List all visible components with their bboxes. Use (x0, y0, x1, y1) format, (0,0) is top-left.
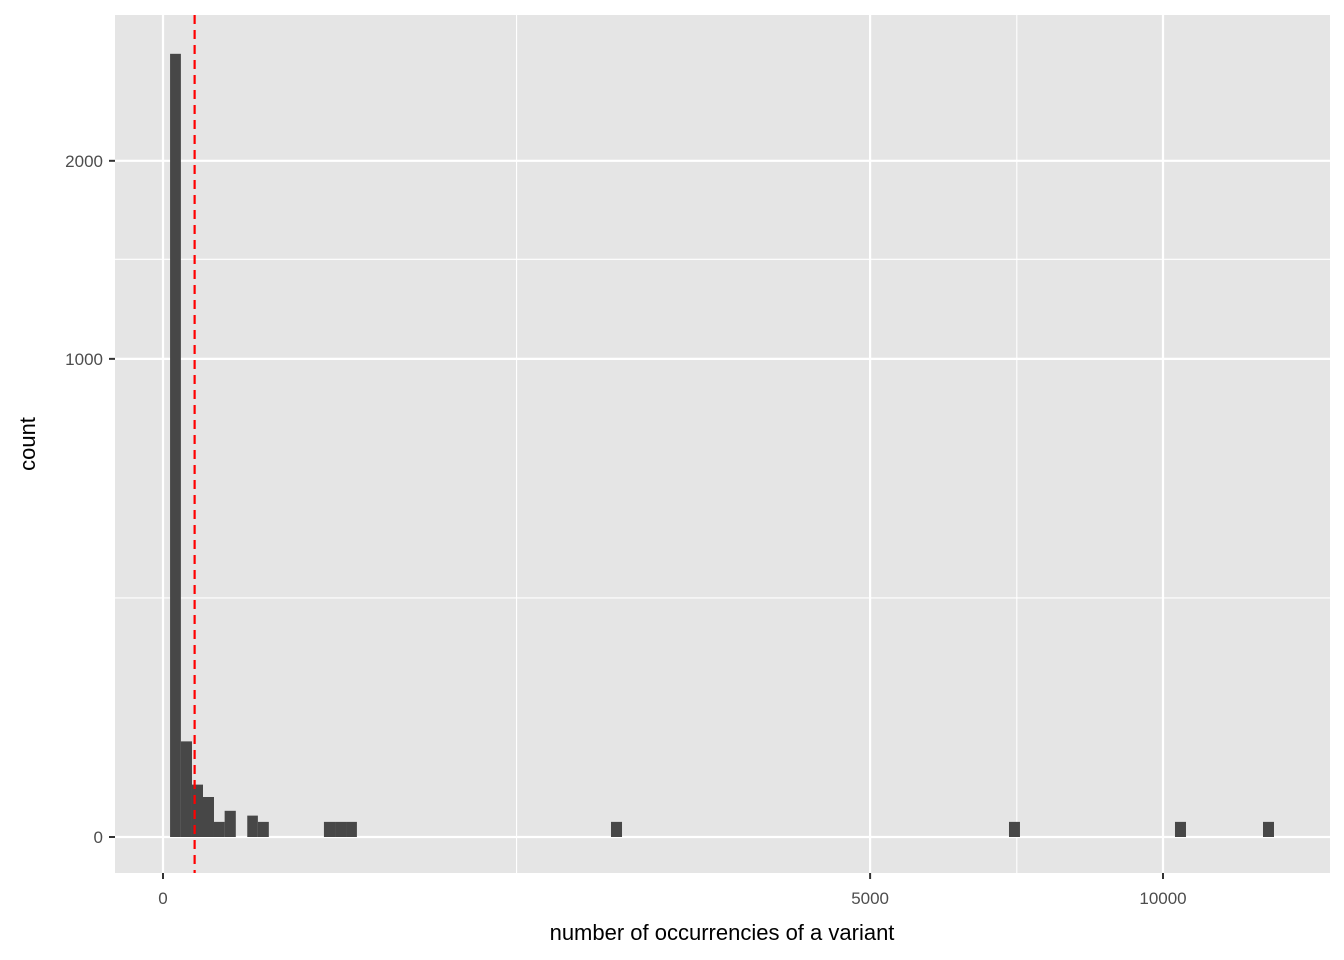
x-tick-label: 0 (158, 889, 167, 908)
histogram-bar (323, 821, 336, 837)
histogram-bar (247, 815, 258, 837)
bars (170, 53, 1274, 837)
histogram-bar (1174, 821, 1186, 837)
y-tick-label: 2000 (65, 152, 103, 171)
x-axis-title: number of occurrencies of a variant (550, 920, 895, 945)
histogram-bar (170, 53, 181, 837)
histogram-bar (257, 821, 269, 837)
x-axis: 0 5000 10000 (158, 873, 1187, 908)
x-tick-label: 10000 (1139, 889, 1186, 908)
plot-panel (115, 15, 1330, 873)
minor-grid (115, 15, 1330, 873)
y-tick-label: 1000 (65, 350, 103, 369)
histogram-bar (610, 821, 623, 837)
histogram-bar (335, 821, 347, 837)
histogram-bar (213, 821, 225, 837)
histogram-bar (191, 784, 203, 837)
y-axis: 0 1000 2000 (65, 152, 115, 847)
histogram-bar (1263, 821, 1274, 837)
histogram-bar (203, 796, 214, 837)
y-tick-label: 0 (94, 828, 103, 847)
histogram-bar (180, 741, 192, 837)
histogram-bar (224, 810, 236, 837)
major-grid (115, 15, 1330, 873)
y-axis-title: count (15, 417, 40, 471)
x-tick-label: 5000 (851, 889, 889, 908)
histogram-bar (1008, 821, 1020, 837)
histogram-bar (346, 821, 357, 837)
